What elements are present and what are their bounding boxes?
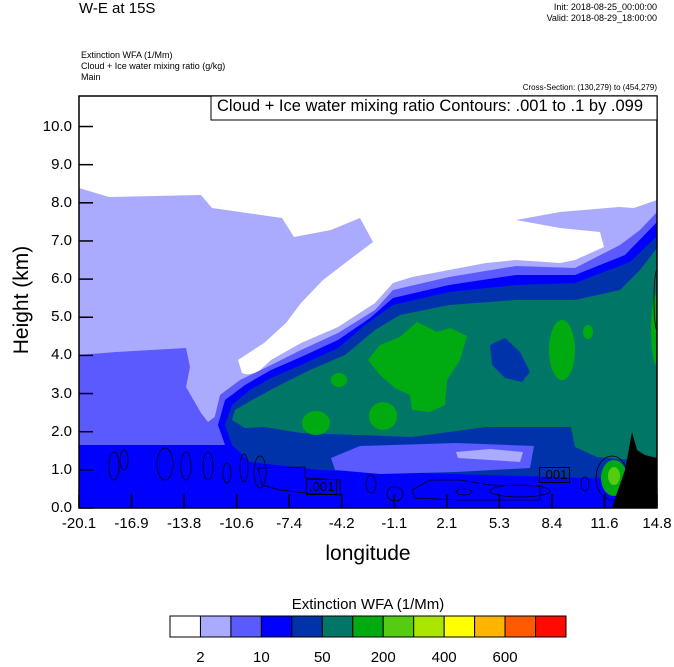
colorbar-swatch bbox=[169, 615, 201, 638]
contour-label: .001 bbox=[539, 467, 571, 483]
colorbar-swatch bbox=[504, 615, 537, 638]
terrain bbox=[612, 432, 657, 508]
field-line: Extinction WFA (1/Mm) bbox=[81, 50, 173, 60]
x-tick-label: 14.8 bbox=[642, 515, 672, 532]
region-green-main bbox=[368, 322, 467, 412]
cross-section-label: Cross-Section: (130,279) to (454,279) bbox=[522, 83, 657, 92]
x-tick-label: 8.4 bbox=[541, 515, 563, 532]
colorbar-label: 200 bbox=[370, 649, 396, 666]
y-tick-label: 9.0 bbox=[51, 155, 72, 173]
x-axis-label: longitude bbox=[325, 542, 411, 565]
contour-legend-box bbox=[210, 95, 658, 121]
colorbar-swatch bbox=[352, 615, 384, 638]
colorbar-swatch bbox=[443, 615, 476, 638]
region-green-patch bbox=[651, 294, 657, 366]
y-axis-label: Height (km) bbox=[10, 245, 33, 355]
colorbar-label: 10 bbox=[253, 649, 270, 666]
x-tick-label: -7.4 bbox=[276, 515, 303, 532]
x-tick-label: -4.2 bbox=[328, 515, 355, 532]
region-lightgreen-patch bbox=[608, 467, 620, 485]
x-tick-label: -20.1 bbox=[61, 515, 97, 532]
y-tick-label: 4.0 bbox=[51, 346, 72, 364]
y-tick-label: 1.0 bbox=[51, 460, 72, 478]
region-green-patch bbox=[369, 402, 397, 430]
region-green-patch bbox=[549, 320, 575, 380]
y-tick-label: 0.0 bbox=[51, 499, 72, 516]
colorbar-swatch bbox=[321, 615, 354, 638]
axis-ticks bbox=[78, 125, 658, 509]
x-tick-label: -10.6 bbox=[219, 515, 254, 532]
region-green-patch bbox=[302, 411, 330, 435]
region-lavender-pocket bbox=[456, 449, 523, 462]
colorbar-swatch bbox=[535, 615, 567, 638]
x-tick-label: 2.1 bbox=[436, 515, 458, 532]
y-tick-label: 2.0 bbox=[51, 422, 72, 440]
x-tick-label: -1.1 bbox=[381, 515, 408, 532]
contour-label: .001 bbox=[306, 479, 338, 495]
colorbar-swatch bbox=[260, 615, 293, 638]
y-tick-label: 7.0 bbox=[51, 231, 72, 249]
field-line: Main bbox=[81, 72, 101, 82]
x-tick-label: 11.6 bbox=[590, 515, 619, 532]
colorbar bbox=[169, 615, 567, 638]
field-line: Cloud + Ice water mixing ratio (g/kg) bbox=[81, 61, 226, 71]
colorbar-swatch bbox=[230, 615, 262, 638]
contour-legend-text: Cloud + Ice water mixing ratio Contours:… bbox=[217, 97, 644, 115]
field-description: Extinction WFA (1/Mm) Cloud + Ice water … bbox=[81, 50, 225, 83]
filled-contours bbox=[79, 188, 657, 508]
valid-time: Valid: 2018-08-29_18:00:00 bbox=[546, 13, 657, 23]
colorbar-swatch bbox=[474, 615, 506, 638]
x-tick-label: -16.9 bbox=[114, 515, 149, 532]
line-contours bbox=[108, 269, 657, 502]
init-time: Init: 2018-08-25_00:00:00 bbox=[553, 2, 657, 12]
colorbar-swatch bbox=[291, 615, 323, 638]
colorbar-label: 50 bbox=[313, 649, 331, 666]
region-green-patch bbox=[583, 325, 593, 339]
colorbar-label: 2 bbox=[196, 649, 205, 666]
y-tick-label: 3.0 bbox=[51, 384, 72, 402]
y-tick-label: 6.0 bbox=[51, 270, 72, 288]
x-tick-label: 5.3 bbox=[488, 515, 510, 532]
x-tick-label: -13.8 bbox=[166, 515, 202, 532]
region-green-patch bbox=[331, 373, 347, 387]
chart-title: W-E at 15S bbox=[79, 0, 156, 17]
colorbar-swatch bbox=[382, 615, 415, 638]
region-darkblue-pocket bbox=[490, 338, 530, 382]
colorbar-title: Extinction WFA (1/Mm) bbox=[291, 596, 445, 613]
colorbar-swatch bbox=[199, 615, 232, 638]
y-tick-label: 10.0 bbox=[42, 117, 72, 135]
y-tick-label: 8.0 bbox=[51, 193, 72, 211]
colorbar-swatch bbox=[413, 615, 445, 638]
colorbar-label: 600 bbox=[492, 649, 518, 666]
y-tick-label: 5.0 bbox=[51, 308, 72, 326]
colorbar-label: 400 bbox=[431, 649, 457, 666]
